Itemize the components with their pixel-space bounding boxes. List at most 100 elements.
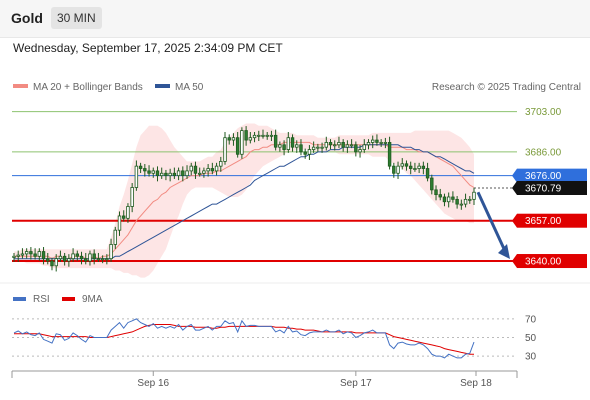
candle-body <box>138 165 143 169</box>
candle-68 <box>299 139 303 156</box>
candle-81 <box>354 141 358 157</box>
candle-body <box>421 165 426 169</box>
candle-body <box>159 172 164 177</box>
candle-body <box>320 146 324 149</box>
candle-89 <box>387 136 392 170</box>
candle-body <box>379 142 383 144</box>
candle-body <box>197 172 202 175</box>
candle-96 <box>417 162 421 174</box>
ma50-legend-swatch <box>155 84 170 88</box>
candle-91 <box>396 161 400 179</box>
current-price-label: 3670.79 <box>525 183 562 194</box>
candle-61 <box>269 130 274 142</box>
candle-90 <box>392 162 396 178</box>
candle-0 <box>12 252 16 262</box>
candle-48 <box>214 162 219 176</box>
candle-body <box>375 139 379 143</box>
candle-23 <box>109 238 113 262</box>
candle-body <box>185 170 189 177</box>
candle-36 <box>164 169 168 181</box>
candle-body <box>371 139 375 143</box>
candle-42 <box>189 162 193 176</box>
candle-44 <box>197 167 202 177</box>
candle-34 <box>155 166 160 182</box>
candle-body <box>113 229 117 245</box>
bollinger-bands-layer <box>14 123 474 278</box>
candle-8 <box>46 252 50 265</box>
candle-body <box>41 251 46 260</box>
candle-35 <box>159 167 164 179</box>
candle-60 <box>265 132 269 140</box>
rsi-tick-label-50: 50 <box>525 333 537 344</box>
candle-body <box>442 196 447 203</box>
candle-86 <box>375 134 379 146</box>
candle-71 <box>311 141 316 153</box>
candle-body <box>354 144 358 153</box>
candle-19 <box>92 249 96 265</box>
candle-body <box>333 144 337 147</box>
current-price-tag <box>517 180 587 195</box>
candle-body <box>143 168 147 172</box>
candle-body <box>430 177 434 191</box>
candle-38 <box>172 167 177 179</box>
candle-body <box>387 142 392 167</box>
candle-body <box>261 134 265 137</box>
rsi-panel: 70 50 30 <box>12 314 537 363</box>
x-tick-label-Sep 17: Sep 17 <box>340 378 372 389</box>
candle-40 <box>181 166 185 182</box>
credit-text: Research © 2025 Trading Central <box>432 82 581 93</box>
candle-body <box>206 168 210 172</box>
candle-20 <box>96 252 101 262</box>
candle-body <box>20 253 25 256</box>
candle-body <box>54 258 58 267</box>
candle-109 <box>472 187 476 206</box>
level-label-3640.00: 3640.00 <box>525 257 562 268</box>
candle-32 <box>147 165 151 177</box>
level-label-3676.00: 3676.00 <box>525 171 562 182</box>
timeframe-badge[interactable]: 30 MIN <box>51 7 102 29</box>
candle-body <box>12 255 16 258</box>
candle-body <box>33 253 37 257</box>
candle-body <box>214 165 219 172</box>
candle-9 <box>50 257 54 271</box>
level-tag-3657.00 <box>517 213 587 228</box>
candle-43 <box>193 161 198 179</box>
rsi-tick-label-70: 70 <box>525 314 537 325</box>
candle-49 <box>219 156 223 172</box>
candle-body <box>231 137 236 141</box>
candle-76 <box>333 140 337 151</box>
candle-92 <box>400 158 404 170</box>
candle-body <box>181 170 185 177</box>
current-price-tag-pointer <box>512 180 517 195</box>
x-tick-label-Sep 16: Sep 16 <box>137 378 169 389</box>
candle-body <box>265 134 269 137</box>
rsi-legend-label: RSI <box>33 294 50 305</box>
candle-body <box>290 137 295 148</box>
candle-body <box>451 196 455 200</box>
candle-body <box>248 137 253 141</box>
candle-body <box>172 172 177 177</box>
candle-body <box>425 168 430 179</box>
candle-13 <box>67 254 71 267</box>
candle-73 <box>320 142 324 153</box>
candle-52 <box>231 133 236 146</box>
candle-65 <box>286 132 291 153</box>
candle-body <box>105 258 109 261</box>
candle-body <box>328 142 333 146</box>
candle-body <box>472 191 476 200</box>
candle-body <box>240 130 244 155</box>
candle-101 <box>438 188 442 201</box>
level-tag-pointer-3657.00 <box>512 213 517 228</box>
candle-16 <box>79 251 84 265</box>
candle-85 <box>371 135 375 149</box>
candle-95 <box>413 162 417 172</box>
candle-body <box>151 170 155 174</box>
candle-body <box>434 189 438 196</box>
candle-6 <box>37 248 42 261</box>
candle-72 <box>316 143 320 152</box>
candle-50 <box>223 132 227 165</box>
price-tags-layer: 3703.00 3686.00 3676.00 3657.00 3640.00 3670.… <box>512 107 587 269</box>
candle-body <box>46 258 50 262</box>
candle-body <box>100 258 105 261</box>
